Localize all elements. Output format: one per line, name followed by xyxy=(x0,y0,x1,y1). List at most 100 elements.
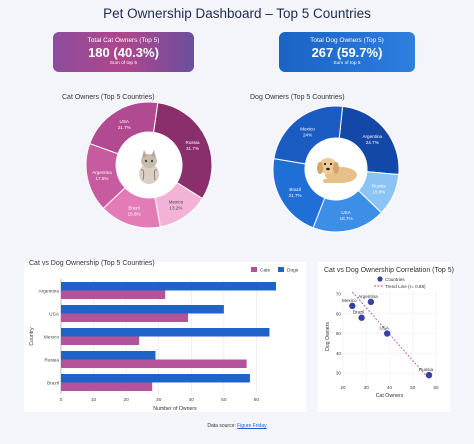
dog-card-value: 267 (59.7%) xyxy=(311,45,383,60)
scatter-ytick: 50 xyxy=(336,331,342,336)
scatter-ytick: 40 xyxy=(336,351,342,356)
bar-dogs-usa xyxy=(61,305,224,314)
dog-donut-label-russia: Russia xyxy=(372,183,386,188)
bar-xtick: 40 xyxy=(189,397,195,403)
dog-donut-label-argentina: Argentina xyxy=(362,134,382,139)
cat-donut-label-mexico: Mexico xyxy=(169,200,184,205)
scatter-label-mexico: Mexico xyxy=(342,298,357,303)
cat-card-value: 180 (40.3%) xyxy=(88,45,159,60)
bar-category-argentina: Argentina xyxy=(38,289,59,295)
scatter-xtick: 20 xyxy=(340,385,346,390)
bar-chart: 0 10 20 30 40 50 60 Argentina USA Mexico Russia Bra… xyxy=(29,267,299,412)
bar-cats-brazil xyxy=(61,382,153,391)
cat-donut-label-brazil: Brazil xyxy=(128,206,140,211)
scatter-legend-countries: Countries xyxy=(385,277,405,282)
scatter-label-usa: USA xyxy=(379,326,389,331)
cat-donut-label-argentina: Argentina xyxy=(92,170,112,175)
bar-dogs-argentina xyxy=(61,282,276,291)
dog-total-card: Total Dog Owners (Top 5) 267 (59.7%) Sum… xyxy=(279,32,415,72)
cat-card-label: Total Cat Owners (Top 5) xyxy=(87,37,160,44)
scatter-ylabel: Dog Owners xyxy=(325,322,331,351)
legend-dogs-label: Dogs xyxy=(287,268,299,274)
scatter-ytick: 70 xyxy=(336,292,342,297)
bar-dogs-russia xyxy=(61,351,156,360)
scatter-legend-trend: Trend Line (r= 0.88) xyxy=(385,284,426,289)
scatter-xlabel: Cat Owners xyxy=(376,393,404,399)
dog-donut-chart: Argentina24.7%Russia10.8%USA18.7%Brazil2… xyxy=(272,105,400,233)
bar-category-mexico: Mexico xyxy=(44,335,60,341)
scatter-point-brazil xyxy=(358,314,365,321)
cat-image xyxy=(139,150,159,184)
dashboard-title: Pet Ownership Dashboard – Top 5 Countrie… xyxy=(103,6,371,21)
scatter-label-brazil: Brazil xyxy=(353,310,365,315)
dog-image xyxy=(317,158,357,183)
dog-donut-slice-mexico xyxy=(273,105,344,165)
dog-donut-pct-mexico: 24% xyxy=(303,133,312,138)
legend-cats-swatch xyxy=(251,267,257,272)
bar-xlabel: Number of Owners xyxy=(153,406,197,412)
dog-donut-label-brazil: Brazil xyxy=(289,187,301,192)
cat-total-card: Total Cat Owners (Top 5) 180 (40.3%) Sum… xyxy=(53,32,194,72)
dog-donut-title: Dog Owners (Top 5 Countries) xyxy=(250,94,345,101)
cat-donut-pct-russia: 31.7% xyxy=(186,146,199,151)
bar-cats-usa xyxy=(61,313,189,322)
scatter-xtick: 50 xyxy=(410,385,416,390)
scatter-xtick: 40 xyxy=(387,385,393,390)
bar-cats-mexico xyxy=(61,336,140,345)
scatter-point-mexico xyxy=(349,302,356,310)
scatter-label-argentina: Argentina xyxy=(358,294,378,299)
dog-donut-pct-russia: 10.8% xyxy=(372,189,385,194)
cat-donut-pct-usa: 21.7% xyxy=(118,125,131,130)
legend-cats-label: Cats xyxy=(260,268,270,274)
cat-donut-label-russia: Russia xyxy=(186,140,200,145)
cat-donut-slice-usa xyxy=(89,101,159,155)
scatter-chart-title: Cat vs Dog Ownership Correlation (Top 5) xyxy=(324,267,454,274)
scatter-ytick: 60 xyxy=(336,311,342,316)
dog-donut-pct-usa: 18.7% xyxy=(340,216,353,221)
scatter-panel xyxy=(318,262,450,412)
scatter-point-usa xyxy=(383,330,391,337)
scatter-xtick: 60 xyxy=(433,385,439,390)
dog-donut-pct-brazil: 21.7% xyxy=(289,193,302,198)
bar-xtick: 10 xyxy=(91,397,97,403)
source-link[interactable]: Figure Friday xyxy=(237,423,267,429)
dog-donut-pct-argentina: 24.7% xyxy=(366,140,379,145)
legend-dogs-swatch xyxy=(278,267,284,272)
cat-donut-title: Cat Owners (Top 5 Countries) xyxy=(62,94,155,101)
dog-donut-label-mexico: Mexico xyxy=(300,127,315,132)
scatter-ytick: 30 xyxy=(336,371,342,376)
source-note: Data source: Figure Friday xyxy=(0,423,474,429)
bar-xtick: 50 xyxy=(221,397,227,403)
scatter-point-russia xyxy=(425,371,433,379)
bar-xtick: 20 xyxy=(123,397,129,403)
dog-card-sub: Sum of top 5 xyxy=(333,61,361,66)
scatter-legend-countries-marker xyxy=(377,276,383,282)
dog-donut-label-usa: USA xyxy=(341,210,351,215)
cat-donut-pct-brazil: 15.8% xyxy=(128,212,141,217)
scatter-point-argentina xyxy=(367,298,375,306)
cat-donut-slice-russia xyxy=(153,102,213,200)
dog-card-label: Total Dog Owners (Top 5) xyxy=(310,37,384,44)
bar-dogs-mexico xyxy=(61,328,270,337)
bar-xtick: 0 xyxy=(60,397,63,403)
cat-donut-pct-argentina: 17.6% xyxy=(95,176,108,181)
bar-ylabel: Country xyxy=(29,327,35,346)
source-label: Data source: xyxy=(207,423,236,429)
bar-chart-title: Cat vs Dog Ownership (Top 5 Countries) xyxy=(29,260,155,267)
bar-category-brazil: Brazil xyxy=(47,381,59,387)
bar-cats-russia xyxy=(61,359,247,368)
cat-donut-pct-mexico: 13.2% xyxy=(169,206,182,211)
bar-category-russia: Russia xyxy=(44,358,59,364)
scatter-xtick: 30 xyxy=(364,385,370,390)
bar-xtick: 30 xyxy=(156,397,162,403)
scatter-label-russia: Russia xyxy=(419,367,433,372)
cat-card-sub: Sum of top 5 xyxy=(109,61,138,66)
bar-dogs-brazil xyxy=(61,374,250,383)
bar-category-usa: USA xyxy=(49,312,60,318)
bar-cats-argentina xyxy=(61,290,166,299)
bar-xtick: 60 xyxy=(254,397,260,403)
cat-donut-label-usa: USA xyxy=(120,119,130,124)
scatter-trend-line xyxy=(351,291,430,380)
